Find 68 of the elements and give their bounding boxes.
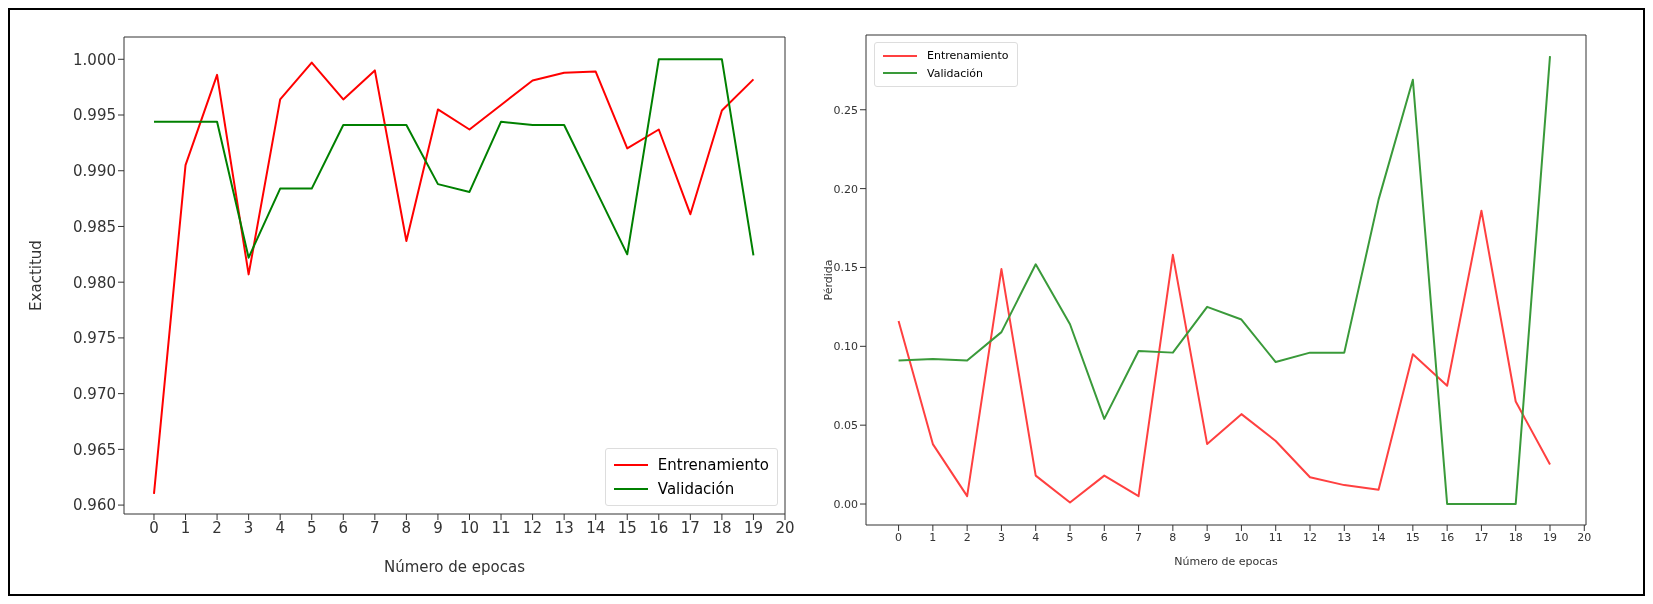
x-tick-label: 17: [1474, 530, 1489, 544]
y-tick-label: 1.000: [73, 50, 116, 69]
y-tick-label: 0.980: [73, 273, 116, 292]
y-tick-label: 0.995: [73, 106, 116, 125]
x-tick-label: 6: [1100, 530, 1108, 544]
x-tick-label: 13: [1337, 530, 1352, 544]
x-tick-label: 4: [275, 518, 285, 537]
y-tick-label: 0.970: [73, 384, 116, 403]
x-tick-label: 5: [306, 518, 317, 537]
legend-label: Entrenamiento: [927, 48, 1009, 64]
x-tick-label: 18: [712, 518, 732, 537]
x-tick-label: 0: [895, 530, 903, 544]
x-tick-label: 12: [1303, 530, 1317, 544]
x-tick-label: 5: [1066, 530, 1074, 544]
x-tick-label: 16: [649, 518, 669, 537]
line-series: [897, 209, 1551, 504]
x-tick-label: 16: [1440, 530, 1455, 544]
legend-label: Validación: [927, 65, 984, 82]
x-axis-title: Número de epocas: [1174, 555, 1278, 568]
x-axis-title: Número de epocas: [383, 558, 526, 576]
x-tick-label: 0: [149, 518, 159, 537]
x-tick-label: 3: [997, 530, 1005, 544]
y-tick-label: 0.985: [73, 217, 116, 236]
y-tick-label: 0.965: [73, 440, 116, 459]
x-tick-label: 8: [1169, 530, 1177, 544]
x-tick-label: 4: [1032, 530, 1040, 544]
x-tick-label: 19: [1543, 530, 1557, 544]
y-axis-title: Pérdida: [821, 259, 835, 301]
y-tick-label: 0.975: [73, 329, 116, 348]
x-tick-label: 18: [1508, 530, 1523, 544]
legend-label: Validación: [657, 479, 735, 500]
x-tick-label: 1: [180, 518, 191, 537]
x-tick-label: 14: [586, 518, 606, 537]
line-series: [152, 58, 755, 259]
legend-label: Entrenamiento: [657, 455, 769, 476]
x-tick-label: 15: [1405, 530, 1420, 544]
x-tick-label: 10: [1234, 530, 1249, 544]
y-tick-label: 0.00: [833, 497, 858, 511]
x-tick-label: 10: [459, 518, 480, 537]
x-tick-label: 9: [433, 518, 443, 537]
x-tick-label: 9: [1203, 530, 1211, 544]
x-tick-label: 19: [743, 518, 763, 537]
y-tick-label: 0.960: [73, 496, 116, 515]
x-tick-label: 7: [1135, 530, 1143, 544]
x-tick-label: 3: [243, 518, 254, 537]
x-tick-label: 8: [401, 518, 412, 537]
x-tick-label: 11: [1268, 530, 1283, 544]
x-tick-label: 6: [338, 518, 349, 537]
x-tick-label: 12: [523, 518, 543, 537]
y-tick-label: 0.20: [833, 182, 858, 196]
y-tick-label: 0.05: [833, 419, 858, 433]
x-tick-label: 11: [491, 518, 511, 537]
x-tick-label: 2: [963, 530, 971, 544]
x-tick-label: 20: [1577, 530, 1592, 544]
x-tick-label: 13: [554, 518, 574, 537]
x-tick-label: 17: [680, 518, 700, 537]
x-tick-label: 15: [617, 518, 637, 537]
y-tick-label: 0.15: [833, 261, 858, 275]
x-tick-label: 14: [1371, 530, 1386, 544]
y-tick-label: 0.990: [73, 162, 116, 181]
y-axis-title: Exactitud: [27, 240, 46, 311]
x-tick-label: 7: [370, 518, 380, 537]
x-tick-label: 2: [212, 518, 222, 537]
x-tick-label: 20: [775, 518, 795, 537]
x-tick-label: 1: [929, 530, 937, 544]
y-tick-label: 0.25: [833, 103, 858, 117]
y-tick-label: 0.10: [833, 340, 858, 354]
outer-frame: 0 1 2 3 4 5 6 7 8 9 10 11 12 13 14 15 16 17 18 19 20 Número de epocas 0.960 0.965 0.970 0.975 0.980 0.985 0.990 0.995 1.000 Exactitud Entrenamiento Validación 0 1 2 3 4 5 6 7 8 9 10 11 12 13 14 15 16 17 18 19 20 Número de epocas 0.00 0.05 0.10 0.15 0.20 0.25 Pérdida Entrenamiento Validación: [8, 8, 1645, 596]
